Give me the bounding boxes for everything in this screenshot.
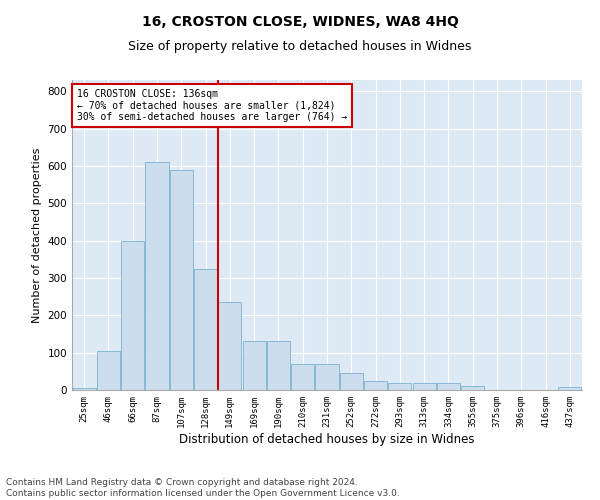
Text: 16, CROSTON CLOSE, WIDNES, WA8 4HQ: 16, CROSTON CLOSE, WIDNES, WA8 4HQ [142,15,458,29]
Text: Contains HM Land Registry data © Crown copyright and database right 2024.
Contai: Contains HM Land Registry data © Crown c… [6,478,400,498]
Bar [388,382,412,390]
Bar [145,162,169,390]
Bar [437,382,460,390]
Bar [170,170,193,390]
Bar [461,386,484,390]
Bar [121,240,144,390]
Bar [291,364,314,390]
Bar [218,302,241,390]
Bar [340,373,363,390]
X-axis label: Distribution of detached houses by size in Widnes: Distribution of detached houses by size … [179,432,475,446]
Bar [559,387,581,390]
Bar [267,342,290,390]
Y-axis label: Number of detached properties: Number of detached properties [32,148,42,322]
Bar [194,268,217,390]
Text: Size of property relative to detached houses in Widnes: Size of property relative to detached ho… [128,40,472,53]
Bar [413,382,436,390]
Bar [364,380,387,390]
Bar [316,364,338,390]
Bar [242,342,266,390]
Bar [73,388,95,390]
Bar [97,351,120,390]
Text: 16 CROSTON CLOSE: 136sqm
← 70% of detached houses are smaller (1,824)
30% of sem: 16 CROSTON CLOSE: 136sqm ← 70% of detach… [77,90,347,122]
